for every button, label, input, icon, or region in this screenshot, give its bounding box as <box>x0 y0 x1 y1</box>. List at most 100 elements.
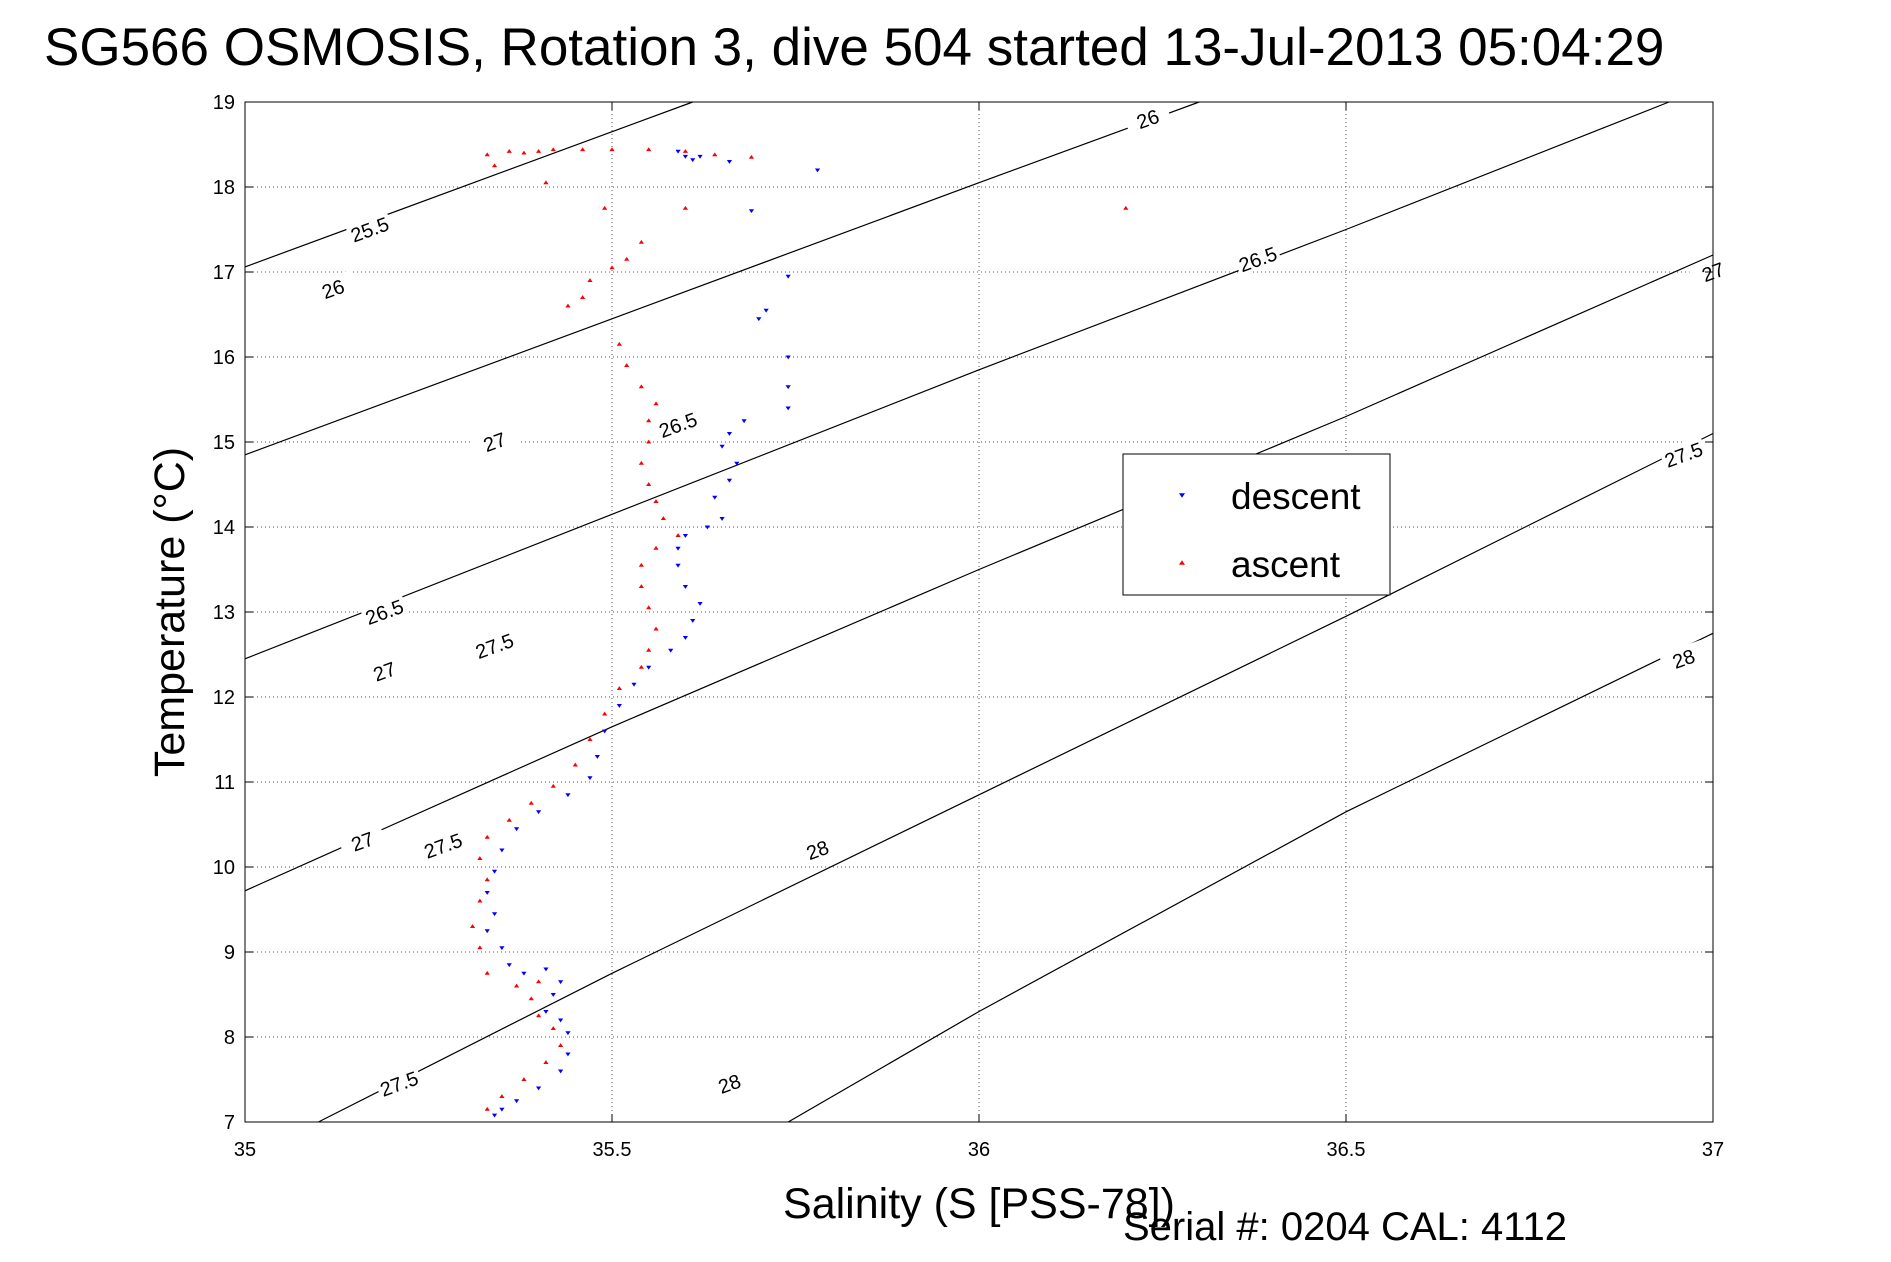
ascent-point <box>484 1106 490 1111</box>
x-axis-label: Salinity (S [PSS-78]) <box>783 1180 1175 1228</box>
descent-point <box>499 1107 505 1112</box>
legend: descent ascent <box>1122 453 1391 596</box>
descent-point <box>690 618 696 623</box>
contour-label-bg <box>1233 240 1283 277</box>
descent-point <box>726 159 733 164</box>
ascent-point <box>602 711 608 716</box>
ascent-point <box>616 686 622 691</box>
contour-label-bg <box>653 406 703 442</box>
ascent-point <box>565 303 571 308</box>
y-tick-label: 17 <box>213 262 235 284</box>
ascent-point <box>638 460 644 465</box>
contour-label: 27.5 <box>473 630 517 664</box>
descent-point <box>558 980 564 985</box>
density-contours <box>244 101 1714 1123</box>
descent-point <box>602 729 608 734</box>
ascent-point <box>550 783 556 788</box>
chart-title: SG566 OSMOSIS, Rotation 3, dive 504 star… <box>44 18 1665 77</box>
ascent-point <box>638 562 644 567</box>
ascent-point <box>646 482 652 487</box>
ascent-point <box>587 737 593 742</box>
descent-point <box>712 495 718 500</box>
descent-point <box>726 431 733 436</box>
ascent-point <box>638 584 644 589</box>
ascent-point <box>748 154 755 159</box>
ascent-point <box>638 239 644 244</box>
contour-label-bg <box>1123 100 1172 136</box>
ascent-point <box>506 817 512 822</box>
y-tick-label: 15 <box>213 432 235 454</box>
y-tick-label: 10 <box>213 857 235 879</box>
contour-label-bg <box>469 423 519 459</box>
ascent-point <box>477 856 483 861</box>
contour-label-bg <box>792 831 842 867</box>
descent-point <box>565 1031 571 1036</box>
ascent-point <box>682 148 688 153</box>
ascent-point <box>521 150 527 155</box>
descent-point <box>682 584 688 589</box>
descent-point <box>491 912 498 917</box>
ascent-point <box>484 877 490 882</box>
ascent-point <box>602 205 608 210</box>
ascent-point <box>558 1043 564 1048</box>
descent-point <box>513 827 520 832</box>
legend-marker-descent <box>1179 493 1185 498</box>
descent-point <box>499 946 505 951</box>
descent-point <box>668 648 674 653</box>
ascent-point <box>580 147 586 152</box>
legend-box <box>1122 453 1391 596</box>
ascent-point <box>646 439 652 444</box>
legend-label-descent: descent <box>1231 476 1361 517</box>
contour-label-bg <box>704 1064 754 1101</box>
descent-point <box>594 754 600 759</box>
series-descent <box>484 149 821 1118</box>
ascent-point <box>653 499 659 504</box>
ascent-point <box>499 1094 505 1099</box>
descent-point <box>704 525 711 530</box>
descent-point <box>726 478 733 483</box>
descent-point <box>499 848 505 853</box>
descent-point <box>484 929 490 934</box>
ascent-point <box>491 163 498 168</box>
descent-point <box>719 516 725 521</box>
ascent-point <box>484 152 490 157</box>
descent-point <box>785 355 791 360</box>
descent-point <box>491 1113 498 1118</box>
descent-point <box>558 1069 564 1074</box>
ascent-point <box>653 626 659 631</box>
contour-label: 27.5 <box>1662 439 1706 473</box>
density-contour-labels: 25.5262626.526.526.52727272727.527.527.5… <box>308 100 1738 1102</box>
ascent-point <box>638 384 644 389</box>
ascent-point <box>543 180 549 185</box>
contour-label-bg <box>1658 435 1708 472</box>
descent-point <box>785 385 791 390</box>
ascent-point <box>712 152 718 157</box>
x-tick-label: 35.5 <box>593 1139 632 1161</box>
ascent-point <box>609 265 615 270</box>
y-axis-label: Temperature (°C) <box>146 447 194 777</box>
descent-point <box>543 967 549 972</box>
ascent-point <box>477 945 483 950</box>
density-contour-28 <box>787 632 1714 1123</box>
descent-point <box>646 665 652 670</box>
descent-point <box>748 209 755 214</box>
contour-label-bg <box>337 822 387 859</box>
density-contour-25.5 <box>244 101 693 268</box>
descent-point <box>558 1018 564 1023</box>
x-tick-label: 36.5 <box>1327 1139 1366 1161</box>
contour-label-bg <box>418 826 468 863</box>
ascent-point <box>609 147 615 152</box>
ascent-point <box>646 418 652 423</box>
ascent-point <box>528 996 534 1001</box>
x-tick-label: 36 <box>968 1139 990 1161</box>
descent-point <box>682 154 688 159</box>
descent-point <box>785 274 791 279</box>
descent-point <box>675 563 681 568</box>
ascent-point <box>536 1013 542 1018</box>
ascent-point <box>616 341 622 346</box>
ascent-point <box>580 295 586 300</box>
descent-point <box>565 1052 571 1057</box>
descent-point <box>550 992 556 997</box>
descent-point <box>734 461 740 466</box>
